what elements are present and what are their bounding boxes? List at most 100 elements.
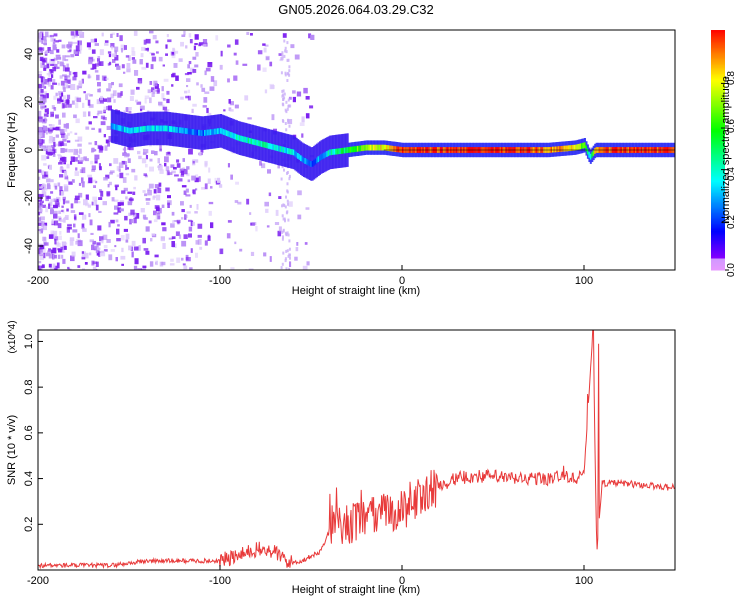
- spectrogram-ridge-cell: [260, 141, 263, 147]
- spectrogram-ridge-cell: [183, 127, 186, 134]
- spectrogram-noise-cell: [66, 85, 72, 89]
- spectrogram-noise-cell: [281, 230, 284, 234]
- colorbar-segment: [711, 154, 725, 157]
- spectrogram-noise-cell: [125, 164, 128, 171]
- colorbar-segment: [711, 166, 725, 169]
- spectrogram-noise-cell: [97, 61, 102, 66]
- spectrogram-noise-cell: [115, 63, 119, 67]
- spectrogram-noise-cell: [130, 209, 135, 215]
- spectrogram-ridge-cell: [570, 145, 574, 151]
- spectrogram-ridge-cell: [166, 125, 169, 132]
- colorbar-segment: [711, 240, 725, 243]
- spectrogram-noise-cell: [102, 234, 108, 240]
- spectrogram-noise-cell: [247, 117, 252, 120]
- spectrogram-noise-cell: [278, 226, 282, 233]
- spectrogram-noise-cell: [267, 169, 271, 174]
- spectrogram-noise-cell: [70, 255, 75, 262]
- spectrogram-noise-cell: [52, 137, 56, 142]
- colorbar-segment: [711, 188, 725, 191]
- spectrogram-noise-cell: [41, 76, 46, 82]
- colorbar-segment: [711, 136, 725, 139]
- spectrogram-noise-cell: [198, 43, 201, 47]
- spectrogram-noise-cell: [180, 201, 184, 206]
- colorbar-segment: [711, 92, 725, 95]
- spectrogram-ridge-cell: [154, 125, 157, 132]
- spectrogram-noise-cell: [281, 165, 284, 169]
- spectrogram-noise-cell: [249, 212, 252, 215]
- spectrogram-noise-cell: [131, 51, 136, 56]
- spectrogram-ridge-cell: [572, 144, 575, 151]
- spectrogram-ridge-cell: [244, 136, 247, 143]
- colorbar-segment: [711, 200, 725, 203]
- spectrogram-ridge-cell: [386, 145, 389, 151]
- spectrogram-noise-cell: [127, 55, 131, 61]
- spectrogram-noise-cell: [210, 222, 214, 229]
- spectrogram-noise-cell: [91, 244, 95, 251]
- colorbar-segment: [711, 54, 725, 57]
- spectrogram-noise-cell: [176, 219, 181, 224]
- spectrogram-ridge-cell: [118, 125, 121, 131]
- colorbar-segment: [711, 96, 725, 99]
- spectrogram-noise-cell: [287, 58, 290, 62]
- spectrogram-noise-cell: [113, 212, 119, 215]
- colorbar-segment: [711, 70, 725, 73]
- spectrogram-ridge-cell: [586, 148, 590, 155]
- spectrogram-noise-cell: [103, 76, 107, 81]
- spectrogram-ridge-cell: [271, 143, 274, 150]
- spectrogram-noise-cell: [121, 48, 123, 53]
- spectrogram-noise-cell: [168, 237, 174, 240]
- spectrogram-noise-cell: [123, 228, 128, 232]
- spectrogram-noise-cell: [284, 259, 287, 263]
- spectrogram-noise-cell: [107, 141, 110, 147]
- spectrogram-noise-cell: [70, 161, 73, 165]
- spectrogram-noise-cell: [52, 39, 56, 45]
- spectrogram-noise-cell: [288, 124, 291, 128]
- spectrogram-noise-cell: [62, 74, 67, 77]
- spectrogram-noise-cell: [201, 187, 205, 190]
- spectrogram-noise-cell: [132, 59, 137, 64]
- spectrogram-ridge-cell: [568, 145, 571, 152]
- spectrogram-noise-cell: [111, 53, 116, 56]
- spectrogram-noise-cell: [286, 210, 289, 214]
- spectrogram-noise-cell: [98, 88, 101, 93]
- colorbar-segment: [711, 152, 725, 155]
- spectrogram-x-axis-label: Height of straight line (km): [292, 285, 420, 297]
- spectrogram-noise-cell: [67, 103, 72, 108]
- spectrogram-noise-cell: [48, 201, 53, 207]
- spectrogram-noise-cell: [67, 224, 72, 227]
- spectrogram-ridge-cell: [192, 129, 195, 135]
- spectrogram-noise-cell: [150, 238, 153, 242]
- spectrogram-noise-cell: [248, 268, 254, 270]
- spectrogram-noise-cell: [54, 185, 58, 190]
- colorbar-segment: [711, 42, 725, 45]
- spectrogram-noise-cell: [175, 75, 179, 81]
- spectrogram-noise-cell: [50, 85, 54, 90]
- spectrogram-noise-cell: [181, 34, 186, 37]
- spectrogram-noise-cell: [136, 86, 140, 90]
- colorbar-segment: [711, 68, 725, 71]
- spectrogram-noise-cell: [164, 163, 167, 167]
- spectrogram-noise-cell: [185, 194, 191, 197]
- spectrogram-noise-cell: [220, 50, 223, 57]
- spectrogram-ridge-cell: [361, 145, 364, 152]
- spectrogram-noise-cell: [38, 207, 43, 212]
- spectrogram-noise-cell: [38, 260, 42, 264]
- spectrogram-ridge-cell: [188, 128, 191, 135]
- spectrogram-ridge-cell: [393, 146, 396, 152]
- spectrogram-noise-cell: [286, 199, 289, 203]
- spectrogram-noise-cell: [99, 97, 104, 104]
- spectrogram-noise-cell: [54, 239, 57, 245]
- spectrogram-noise-cell: [151, 233, 156, 236]
- spectrogram-ridge-cell: [126, 127, 129, 134]
- spectrogram-noise-cell: [284, 257, 287, 261]
- colorbar-gradient: [711, 30, 725, 271]
- spectrogram-noise-cell: [82, 215, 85, 220]
- spectrogram-noise-cell: [117, 207, 122, 213]
- spectrogram-noise-cell: [281, 204, 283, 208]
- spectrogram-noise-cell: [305, 113, 310, 119]
- snr-x-tick-label: 0: [399, 575, 405, 587]
- spectrogram-noise-cell: [88, 56, 94, 62]
- spectrogram-noise-cell: [87, 204, 91, 208]
- spectrogram-ridge-cell: [374, 144, 377, 151]
- spectrogram-ridge-cell: [281, 146, 284, 153]
